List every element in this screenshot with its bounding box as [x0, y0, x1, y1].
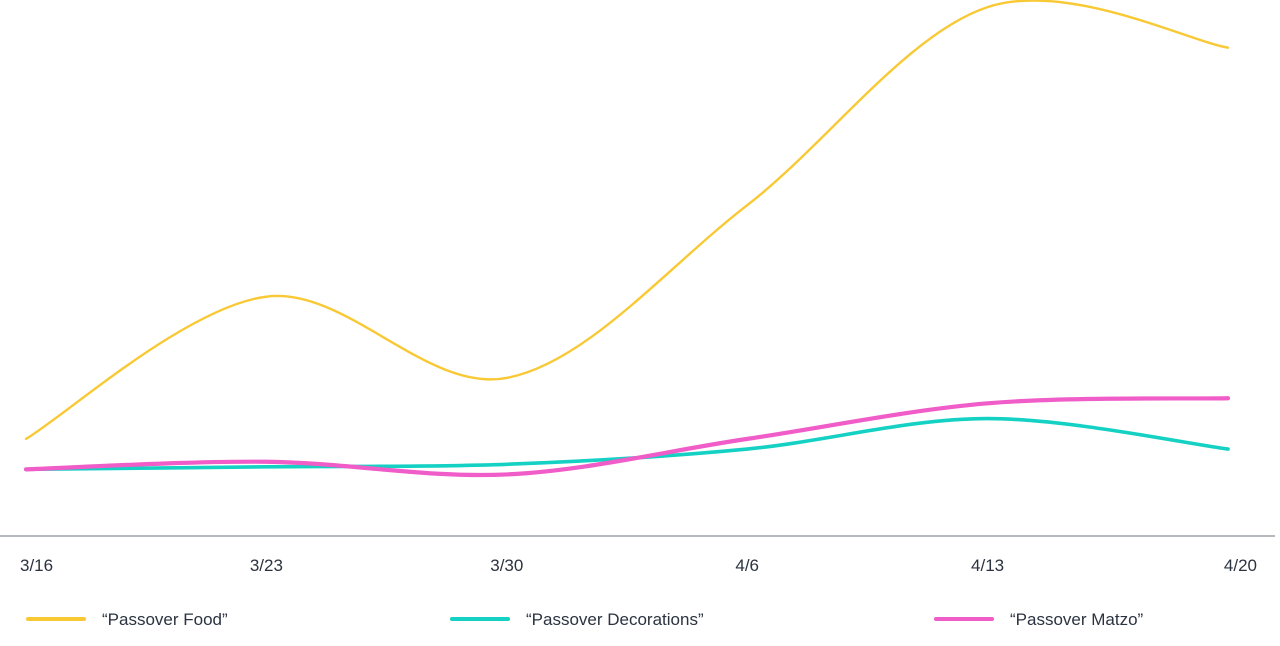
series-line-1 [24, 0, 1230, 441]
legend-label: “Passover Food” [102, 610, 228, 629]
legend-item: “Passover Matzo” [934, 610, 1144, 629]
legend-label: “Passover Matzo” [1010, 610, 1144, 629]
x-tick-label: 4/13 [971, 556, 1004, 575]
x-tick-label: 3/23 [250, 556, 283, 575]
x-tick-label: 4/6 [735, 556, 759, 575]
x-tick-label: 4/20 [1224, 556, 1257, 575]
legend-label: “Passover Decorations” [526, 610, 704, 629]
x-tick-label: 3/30 [490, 556, 523, 575]
legend-item: “Passover Food” [26, 610, 228, 629]
series-layer [23, 0, 1231, 478]
x-axis-ticks: 3/16 3/23 3/30 4/6 4/13 4/20 [20, 556, 1257, 575]
series-line-3 [23, 396, 1231, 478]
legend-item: “Passover Decorations” [450, 610, 704, 629]
legend: “Passover Food” “Passover Decorations” “Pa… [26, 610, 1144, 629]
x-tick-label: 3/16 [20, 556, 53, 575]
